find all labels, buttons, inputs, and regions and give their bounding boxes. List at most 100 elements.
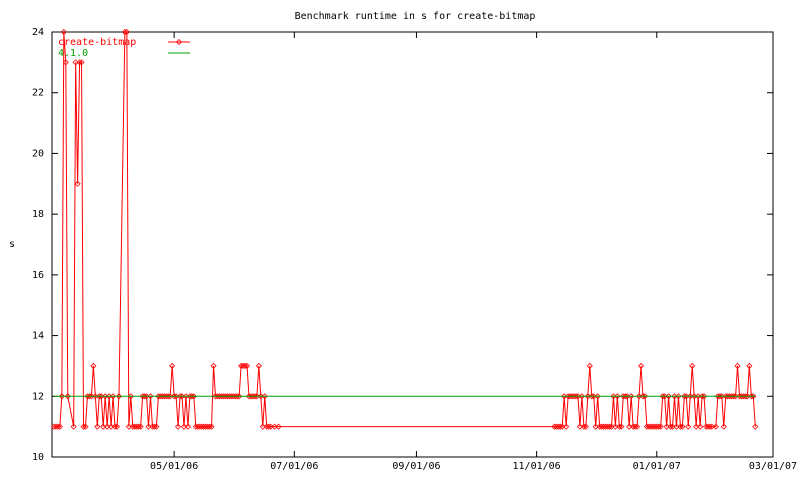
point <box>259 423 266 430</box>
point <box>236 393 243 400</box>
point <box>247 393 255 400</box>
point <box>56 423 63 430</box>
point <box>267 423 274 430</box>
point <box>121 28 128 36</box>
point <box>82 423 89 430</box>
point <box>689 362 696 369</box>
point <box>580 423 587 430</box>
point <box>663 423 670 430</box>
point <box>748 393 755 400</box>
y-tick-label: 10 <box>32 452 44 463</box>
point <box>64 393 71 400</box>
point <box>673 423 680 430</box>
point <box>129 423 136 430</box>
point <box>584 393 591 400</box>
point <box>645 423 652 430</box>
point <box>685 423 692 430</box>
point <box>606 423 613 430</box>
point <box>683 393 690 400</box>
point <box>555 423 562 430</box>
point <box>671 393 678 400</box>
point <box>167 393 174 400</box>
y-tick-label: 18 <box>32 209 44 220</box>
point <box>173 393 180 400</box>
point <box>635 393 643 400</box>
point <box>178 393 186 400</box>
point <box>679 423 686 430</box>
point <box>592 423 599 430</box>
point <box>210 362 217 369</box>
point <box>708 423 715 430</box>
point <box>626 423 633 430</box>
point <box>706 423 714 430</box>
point <box>653 423 660 430</box>
point <box>111 423 119 430</box>
x-tick-label: 03/01/07 <box>749 461 797 472</box>
point <box>693 423 700 430</box>
point <box>697 423 704 430</box>
point <box>196 423 203 430</box>
point <box>123 28 130 36</box>
point <box>241 362 249 369</box>
legend-label: 4.1.0 <box>58 48 88 59</box>
point <box>586 362 593 369</box>
point <box>131 423 138 430</box>
point <box>271 423 278 430</box>
point <box>200 423 207 430</box>
point <box>637 362 645 369</box>
point <box>604 423 611 430</box>
point <box>190 393 197 400</box>
point <box>669 423 676 430</box>
point <box>634 423 641 430</box>
point <box>608 423 615 430</box>
point <box>98 393 105 400</box>
point <box>594 393 601 400</box>
chart-title: Benchmark runtime in s for create-bitmap <box>295 11 536 22</box>
point <box>145 423 152 430</box>
point <box>180 423 188 430</box>
point <box>70 423 77 430</box>
point <box>204 423 211 430</box>
point <box>192 423 199 430</box>
plot-border <box>51 31 774 458</box>
point <box>169 362 176 369</box>
point <box>704 423 712 430</box>
x-tick-label: 07/01/06 <box>270 461 318 472</box>
point <box>734 362 741 369</box>
point <box>263 423 270 430</box>
point <box>746 362 753 369</box>
point <box>115 393 123 400</box>
point <box>216 393 223 400</box>
point <box>675 393 682 400</box>
point <box>184 423 191 430</box>
point <box>186 393 193 400</box>
point <box>90 362 97 369</box>
point <box>699 393 706 400</box>
point <box>630 423 637 430</box>
point <box>102 393 109 400</box>
point <box>628 393 635 400</box>
point <box>576 423 584 430</box>
point <box>718 393 725 400</box>
point <box>643 423 650 430</box>
point <box>736 393 743 400</box>
point <box>600 423 607 430</box>
point <box>572 393 580 400</box>
point <box>74 180 81 187</box>
point <box>257 393 264 400</box>
point <box>155 393 162 400</box>
point <box>78 59 85 66</box>
legend-label: create-bitmap <box>58 37 136 48</box>
point <box>232 393 239 400</box>
point <box>92 393 99 400</box>
point <box>139 393 146 400</box>
point <box>712 423 719 430</box>
legend-marker <box>175 38 183 46</box>
point <box>614 393 621 400</box>
point <box>108 423 115 430</box>
point <box>661 393 668 400</box>
y-tick-label: 16 <box>32 270 44 281</box>
point <box>720 423 727 430</box>
